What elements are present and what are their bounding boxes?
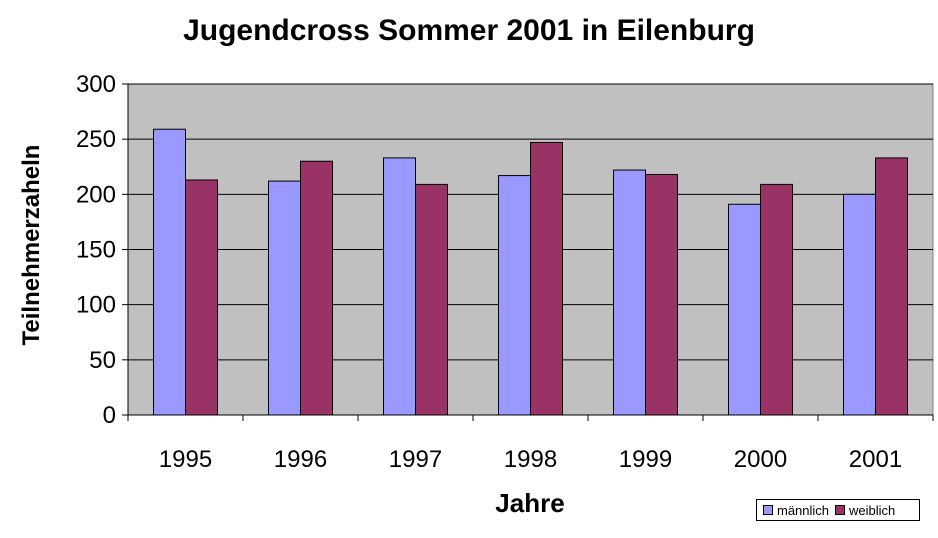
x-axis-title: Jahre [495,488,565,518]
y-tick-label: 0 [103,402,116,429]
bar-männlich-1996 [268,180,301,416]
legend-item-weiblich: weiblich [835,503,895,518]
x-tick-label: 2001 [849,446,902,473]
bar-weiblich-2000 [760,183,793,416]
x-tick-label: 1997 [389,446,442,473]
bar-männlich-2001 [843,193,876,416]
bar-weiblich-2001 [875,157,908,416]
x-tick-label: 1995 [159,446,212,473]
x-tick-label: 2000 [734,446,787,473]
y-tick-label: 150 [76,237,116,264]
bar-weiblich-1995 [185,179,218,416]
legend-label-maennlich: männlich [777,502,830,518]
bar-weiblich-1999 [645,173,678,416]
legend-swatch-weiblich [835,505,846,515]
x-tick-label: 1999 [619,446,672,473]
x-tick-label: 1996 [274,446,327,473]
bar-weiblich-1997 [415,183,448,416]
x-tick-label: 1998 [504,446,557,473]
legend-label-weiblich: weiblich [849,502,896,518]
bar-weiblich-1998 [530,141,563,416]
bar-weiblich-1996 [300,160,333,416]
chart-title: Jugendcross Sommer 2001 in Eilenburg [183,14,755,47]
legend-item-maennlich: männlich [763,503,829,518]
y-tick-label: 250 [76,126,116,153]
bar-männlich-2000 [728,203,761,416]
y-tick-label: 200 [76,181,116,208]
bar-männlich-1998 [498,175,531,416]
y-axis-title: Teilnehmerzaheln [18,144,45,346]
y-tick-label: 50 [89,347,116,374]
y-tick-label: 100 [76,292,116,319]
legend: männlich weiblich [756,499,920,521]
y-tick-label: 300 [76,71,116,98]
bar-männlich-1997 [383,157,416,416]
legend-swatch-maennlich [763,505,773,515]
bar-männlich-1999 [613,169,646,416]
bar-männlich-1995 [153,128,186,416]
